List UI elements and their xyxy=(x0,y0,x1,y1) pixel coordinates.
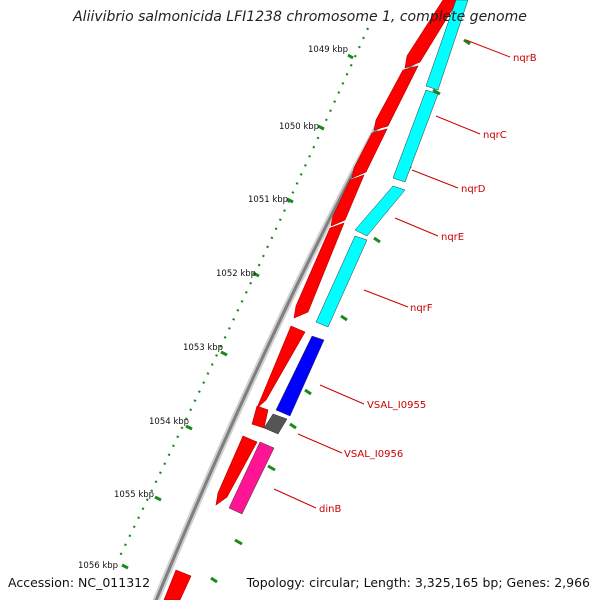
gene-pink xyxy=(228,441,275,515)
gene-label-nqrB: nqrB xyxy=(513,53,537,64)
gene-label-nqrE: nqrE xyxy=(441,232,464,243)
ruler-tick xyxy=(252,271,260,278)
gene-nqrB xyxy=(373,65,419,131)
ruler-dots xyxy=(117,27,370,561)
gene-cyan-3 xyxy=(315,235,368,328)
ruler-tick xyxy=(121,563,129,570)
forward-strand-genes xyxy=(163,0,459,600)
gene-labels: nqrB nqrC nqrD nqrE nqrF VSAL_I0955 VSAL… xyxy=(319,53,537,515)
gene-label-vsal-i0956: VSAL_I0956 xyxy=(344,449,403,460)
genome-summary: Topology: circular; Length: 3,325,165 bp… xyxy=(246,575,590,590)
ruler-label: 1052 kbp xyxy=(216,269,256,279)
ruler-tick xyxy=(317,124,325,131)
gene-label-nqrC: nqrC xyxy=(483,130,507,141)
gene-label-nqrD: nqrD xyxy=(461,184,486,195)
gene-nqrD xyxy=(330,174,365,227)
ruler-label: 1054 kbp xyxy=(149,417,189,427)
ruler-label: 1049 kbp xyxy=(308,45,348,55)
gene-gray xyxy=(263,413,288,435)
gene-cyan-top xyxy=(425,0,469,91)
ruler-tick xyxy=(154,495,162,502)
accession-text: Accession: NC_011312 xyxy=(8,575,151,590)
gene-label-nqrF: nqrF xyxy=(410,303,433,314)
reverse-strand-genes xyxy=(228,0,469,515)
ruler-label: 1056 kbp xyxy=(78,561,118,571)
page-title: Aliivibrio salmonicida LFI1238 chromosom… xyxy=(73,9,527,25)
ruler-tick xyxy=(347,53,354,60)
ruler-label: 1053 kbp xyxy=(183,343,223,353)
leader-lines xyxy=(273,39,511,509)
gene-bottom xyxy=(163,569,192,600)
ruler-label: 1050 kbp xyxy=(279,122,319,132)
gene-small-1 xyxy=(251,405,269,429)
gene-small-2 xyxy=(215,435,258,506)
gene-nqrF xyxy=(256,325,306,409)
gene-nqrE xyxy=(293,222,345,319)
gene-cyan-1 xyxy=(392,89,439,183)
gene-nqrC xyxy=(351,128,388,179)
ruler-label: 1051 kbp xyxy=(248,195,288,205)
ruler-tick xyxy=(220,350,228,357)
ruler-ticks xyxy=(121,53,354,570)
ruler-label: 1055 kbp xyxy=(114,490,154,500)
ruler-tick xyxy=(185,424,193,431)
ruler-tick xyxy=(286,197,294,204)
gene-cyan-2 xyxy=(354,185,406,237)
strand-ticks xyxy=(210,38,471,584)
gene-label-dinb: dinB xyxy=(319,504,341,515)
gene-label-vsal-i0955: VSAL_I0955 xyxy=(367,400,426,411)
gene-blue xyxy=(275,335,325,417)
ruler-labels: 1049 kbp 1050 kbp 1051 kbp 1052 kbp 1053… xyxy=(78,45,348,571)
gene-nqrA xyxy=(404,0,459,69)
